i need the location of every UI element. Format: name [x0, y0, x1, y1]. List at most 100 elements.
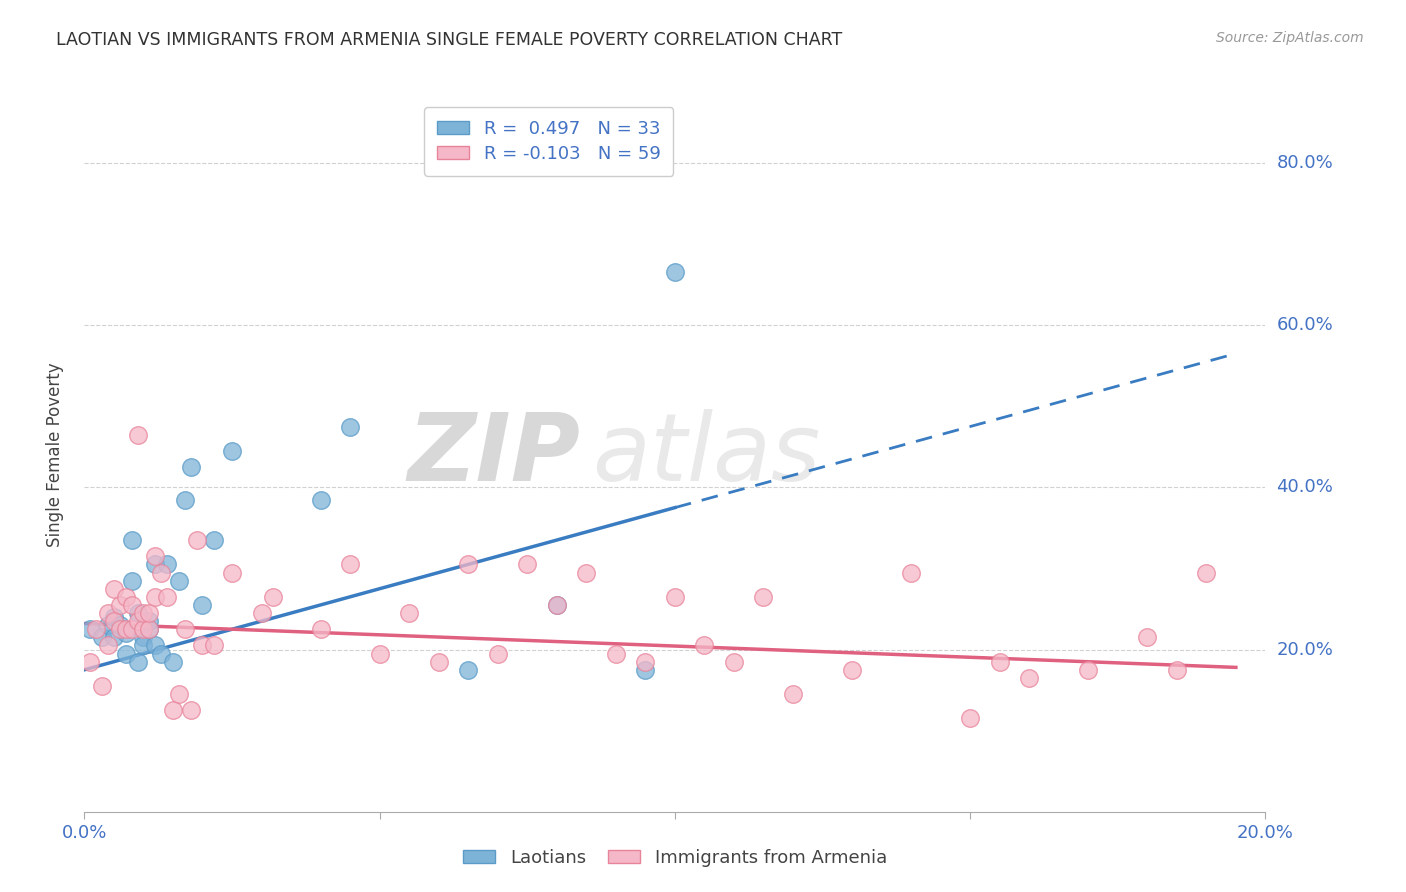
Text: atlas: atlas	[592, 409, 821, 500]
Point	[202, 639, 225, 653]
Point	[127, 606, 149, 620]
Point	[723, 655, 745, 669]
Point	[150, 647, 173, 661]
Point	[368, 647, 391, 661]
Point	[575, 566, 598, 580]
Point	[191, 598, 214, 612]
Point	[162, 703, 184, 717]
Point	[156, 590, 179, 604]
Point	[173, 622, 195, 636]
Legend: Laotians, Immigrants from Armenia: Laotians, Immigrants from Armenia	[456, 842, 894, 874]
Point	[108, 618, 131, 632]
Point	[605, 647, 627, 661]
Point	[138, 614, 160, 628]
Point	[150, 566, 173, 580]
Point	[959, 711, 981, 725]
Point	[1018, 671, 1040, 685]
Point	[664, 590, 686, 604]
Point	[398, 606, 420, 620]
Point	[121, 533, 143, 547]
Point	[121, 598, 143, 612]
Text: LAOTIAN VS IMMIGRANTS FROM ARMENIA SINGLE FEMALE POVERTY CORRELATION CHART: LAOTIAN VS IMMIGRANTS FROM ARMENIA SINGL…	[56, 31, 842, 49]
Point	[634, 655, 657, 669]
Point	[114, 626, 136, 640]
Point	[546, 598, 568, 612]
Point	[103, 614, 125, 628]
Point	[91, 631, 114, 645]
Point	[1077, 663, 1099, 677]
Text: 40.0%: 40.0%	[1277, 478, 1333, 496]
Point	[180, 460, 202, 475]
Point	[664, 265, 686, 279]
Point	[516, 558, 538, 572]
Point	[103, 631, 125, 645]
Point	[1136, 631, 1159, 645]
Point	[427, 655, 450, 669]
Point	[143, 549, 166, 564]
Point	[97, 606, 120, 620]
Point	[143, 590, 166, 604]
Point	[127, 614, 149, 628]
Point	[900, 566, 922, 580]
Text: 60.0%: 60.0%	[1277, 316, 1333, 334]
Point	[693, 639, 716, 653]
Point	[143, 558, 166, 572]
Point	[132, 639, 155, 653]
Point	[114, 590, 136, 604]
Point	[162, 655, 184, 669]
Point	[262, 590, 284, 604]
Point	[186, 533, 208, 547]
Point	[634, 663, 657, 677]
Point	[97, 639, 120, 653]
Point	[221, 443, 243, 458]
Point	[132, 631, 155, 645]
Point	[752, 590, 775, 604]
Text: 80.0%: 80.0%	[1277, 154, 1333, 172]
Point	[138, 622, 160, 636]
Point	[309, 492, 332, 507]
Point	[143, 639, 166, 653]
Point	[79, 622, 101, 636]
Point	[138, 622, 160, 636]
Point	[339, 419, 361, 434]
Point	[132, 622, 155, 636]
Point	[167, 574, 190, 588]
Point	[79, 655, 101, 669]
Point	[156, 558, 179, 572]
Point	[103, 610, 125, 624]
Point	[127, 655, 149, 669]
Text: ZIP: ZIP	[408, 409, 581, 501]
Point	[988, 655, 1011, 669]
Point	[309, 622, 332, 636]
Point	[191, 639, 214, 653]
Point	[486, 647, 509, 661]
Point	[546, 598, 568, 612]
Point	[121, 574, 143, 588]
Point	[1166, 663, 1188, 677]
Point	[173, 492, 195, 507]
Text: 20.0%: 20.0%	[1277, 640, 1333, 658]
Point	[84, 622, 107, 636]
Point	[1195, 566, 1218, 580]
Text: Source: ZipAtlas.com: Source: ZipAtlas.com	[1216, 31, 1364, 45]
Point	[457, 663, 479, 677]
Point	[132, 606, 155, 620]
Point	[91, 679, 114, 693]
Point	[108, 622, 131, 636]
Point	[97, 618, 120, 632]
Point	[138, 606, 160, 620]
Point	[127, 427, 149, 442]
Point	[108, 598, 131, 612]
Point	[250, 606, 273, 620]
Point	[103, 582, 125, 596]
Point	[457, 558, 479, 572]
Point	[180, 703, 202, 717]
Point	[221, 566, 243, 580]
Point	[841, 663, 863, 677]
Point	[114, 647, 136, 661]
Point	[167, 687, 190, 701]
Point	[121, 622, 143, 636]
Point	[202, 533, 225, 547]
Point	[339, 558, 361, 572]
Y-axis label: Single Female Poverty: Single Female Poverty	[45, 363, 63, 547]
